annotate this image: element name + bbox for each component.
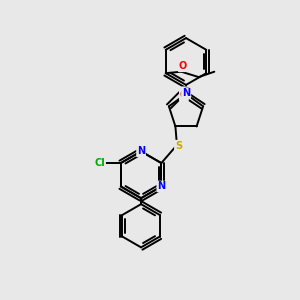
Text: Cl: Cl — [94, 158, 105, 168]
Text: S: S — [175, 141, 182, 151]
Text: N: N — [137, 146, 145, 156]
Text: O: O — [180, 90, 188, 100]
Text: O: O — [182, 87, 190, 97]
Text: O: O — [179, 61, 187, 71]
Text: N: N — [182, 88, 190, 98]
Text: N: N — [157, 182, 165, 191]
